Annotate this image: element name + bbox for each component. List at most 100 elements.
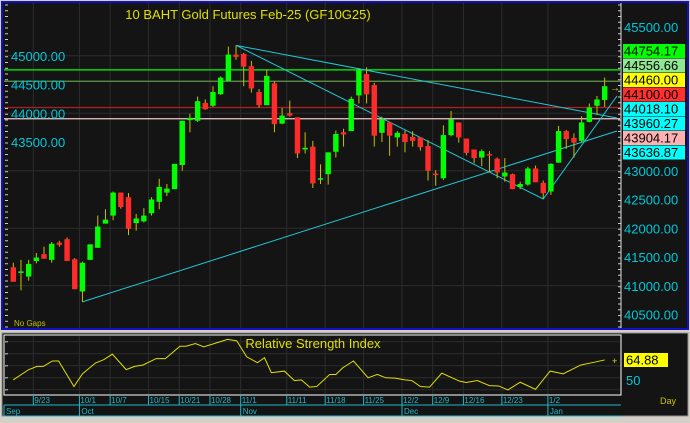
candle-body xyxy=(409,136,416,141)
candle-body xyxy=(18,271,24,273)
price-label: 44754.17 xyxy=(624,44,678,59)
month-tick-label: Nov xyxy=(243,407,257,416)
candle xyxy=(540,180,546,199)
price-axis-label: 44500.00 xyxy=(11,78,65,93)
candle-body xyxy=(10,267,16,282)
price-label-box xyxy=(623,58,685,73)
day-tick-label: 10/7 xyxy=(111,396,127,405)
candle xyxy=(571,133,577,158)
day-tick-label: 11/1 xyxy=(242,396,258,405)
candle-body xyxy=(310,146,316,184)
price-axis-label: 45000.00 xyxy=(11,49,65,64)
date-axis[interactable]: 9/23 10/1 10/7 10/15 10/21 10/28 11/1 11/11 11/1… xyxy=(3,395,621,417)
candle xyxy=(279,108,285,125)
trendlines[interactable] xyxy=(82,44,618,303)
candle xyxy=(340,128,347,147)
price-axis-label: 45500.00 xyxy=(624,20,678,35)
day-tick-label: 10/1 xyxy=(80,396,96,405)
trendline xyxy=(82,130,618,303)
candle xyxy=(171,163,178,190)
candle-body xyxy=(279,115,285,124)
candle-body xyxy=(248,66,255,89)
candle xyxy=(394,131,400,147)
price-axis[interactable]: 45500.00 45000.00 44500.00 44000.00 43500.00… xyxy=(5,4,678,328)
day-tick-label: 9/23 xyxy=(34,396,50,405)
candle xyxy=(225,46,232,82)
candle-body xyxy=(456,122,462,138)
day-tick-label: 12/16 xyxy=(464,396,485,405)
candle xyxy=(325,152,331,185)
chart-title: 10 BAHT Gold Futures Feb-25 (GF10G25) xyxy=(125,7,370,22)
candle-body xyxy=(202,102,208,110)
candle xyxy=(72,258,78,290)
candle-body xyxy=(271,83,278,125)
candle-body xyxy=(532,168,539,183)
candle-body xyxy=(294,117,301,154)
candle-body xyxy=(333,133,339,152)
candle-body xyxy=(110,192,116,216)
price-label: 43960.27 xyxy=(624,116,678,131)
candle xyxy=(586,103,592,123)
price-axis-label: 43000.00 xyxy=(624,164,678,179)
candle xyxy=(148,197,155,216)
candle-body xyxy=(578,122,585,141)
candle-body xyxy=(479,151,485,158)
candle xyxy=(348,96,354,132)
candle-body xyxy=(394,132,400,138)
price-axis-label: 41000.00 xyxy=(624,279,678,294)
candle xyxy=(102,209,109,224)
rsi-plot-area xyxy=(3,334,622,396)
candle xyxy=(302,132,308,154)
candle-body xyxy=(363,74,370,95)
candle-body xyxy=(379,119,385,133)
candle-body xyxy=(509,174,516,190)
price-label-box xyxy=(623,116,685,131)
candle xyxy=(440,125,447,180)
candle-body xyxy=(494,158,500,173)
rsi-line xyxy=(13,338,605,391)
horizontal-lines xyxy=(4,69,620,120)
candle-body xyxy=(502,172,508,177)
price-label-box xyxy=(623,102,685,116)
period-label[interactable]: Day xyxy=(660,396,677,406)
candle xyxy=(233,45,239,60)
candle xyxy=(548,163,554,195)
candle-body xyxy=(171,163,178,190)
candle xyxy=(471,149,477,164)
candle xyxy=(509,173,516,190)
candle-body xyxy=(563,131,569,140)
candle-body xyxy=(594,99,600,106)
price-axis-label: 41500.00 xyxy=(624,250,678,265)
candle-body xyxy=(448,119,454,136)
candle-body xyxy=(517,183,523,187)
candle xyxy=(333,130,339,158)
rsi-title: Relative Strength Index xyxy=(245,336,381,351)
candle xyxy=(532,165,539,183)
last-price-arrow-icon: → xyxy=(610,83,620,94)
candle xyxy=(425,140,431,181)
price-label: 44556.66 xyxy=(624,58,678,73)
day-tick-label: 10/28 xyxy=(211,396,232,405)
candle xyxy=(402,130,408,153)
candle xyxy=(486,151,493,173)
price-label-box xyxy=(623,87,685,102)
candle-body xyxy=(179,120,185,165)
candle-body xyxy=(317,178,324,180)
candle-body xyxy=(264,75,270,106)
price-panel[interactable] xyxy=(1,1,689,330)
price-axis-label: 44000.00 xyxy=(11,106,65,121)
candle-body xyxy=(125,197,132,229)
candle xyxy=(210,86,216,107)
candle xyxy=(202,99,208,110)
candle-body xyxy=(586,107,592,122)
price-axis-label: 43500.00 xyxy=(11,135,65,150)
candle-body xyxy=(156,186,162,202)
candle-body xyxy=(148,199,155,214)
candle xyxy=(256,89,262,108)
candle xyxy=(563,129,569,149)
candle-body xyxy=(601,86,608,101)
candle xyxy=(502,158,508,182)
rsi-grid xyxy=(5,336,620,394)
